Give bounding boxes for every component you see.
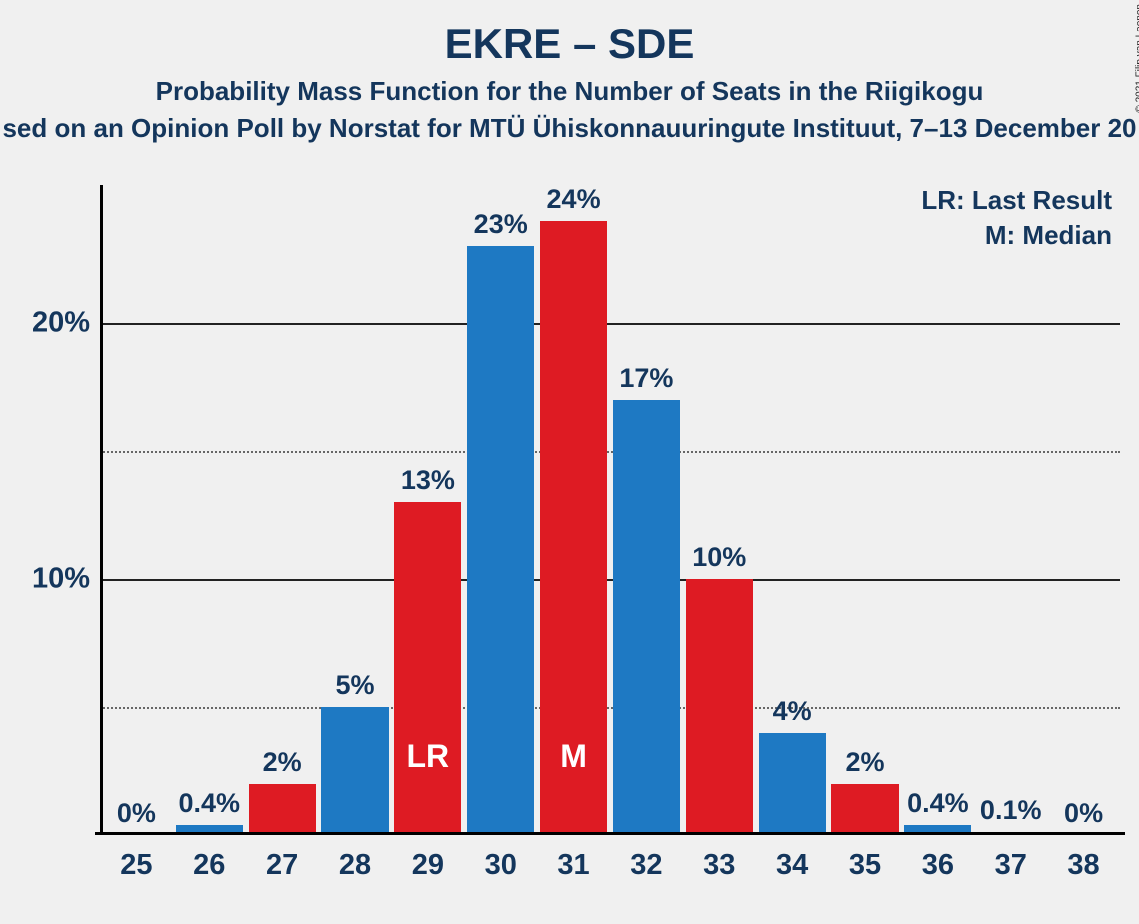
xtick-label: 27 [266, 849, 298, 882]
bar-value-label: 2% [845, 747, 884, 778]
xtick-label: 34 [776, 849, 808, 882]
gridline-major [100, 323, 1120, 325]
gridline-minor [100, 451, 1120, 453]
bar [249, 784, 316, 835]
bar-value-label: 13% [401, 465, 455, 496]
gridline-major [100, 579, 1120, 581]
chart-plot-area: 10%20%0%250.4%262%275%28LR13%2923%30M24%… [100, 195, 1120, 835]
bar-value-label: 0.1% [980, 795, 1042, 826]
bar-value-label: 0% [1064, 798, 1103, 829]
bar [467, 246, 534, 835]
bar-value-label: 2% [263, 747, 302, 778]
bar [831, 784, 898, 835]
xtick-label: 31 [557, 849, 589, 882]
xtick-label: 30 [485, 849, 517, 882]
bar-value-label: 0.4% [179, 788, 241, 819]
gridline-minor [100, 707, 1120, 709]
xtick-label: 33 [703, 849, 735, 882]
bar-value-label: 0% [117, 798, 156, 829]
xtick-label: 29 [412, 849, 444, 882]
bar [759, 733, 826, 835]
xtick-label: 32 [630, 849, 662, 882]
xtick-label: 28 [339, 849, 371, 882]
bar-value-label: 23% [474, 209, 528, 240]
xtick-label: 37 [995, 849, 1027, 882]
bar-value-label: 17% [619, 363, 673, 394]
bar [613, 400, 680, 835]
xtick-label: 38 [1067, 849, 1099, 882]
xtick-label: 25 [120, 849, 152, 882]
bar [686, 579, 753, 835]
bar [321, 707, 388, 835]
ytick-label: 20% [32, 307, 100, 340]
chart-subtitle-2: sed on an Opinion Poll by Norstat for MT… [0, 113, 1139, 144]
bar-inside-label: LR [407, 738, 450, 775]
bar-value-label: 0.4% [907, 788, 969, 819]
x-axis [95, 832, 1125, 835]
chart-title: EKRE – SDE [0, 0, 1139, 68]
bar-value-label: 10% [692, 542, 746, 573]
bar-value-label: 5% [335, 670, 374, 701]
bar-value-label: 4% [773, 696, 812, 727]
copyright-text: © 2021 Filip van Laenen [1135, 4, 1139, 113]
chart-subtitle-1: Probability Mass Function for the Number… [0, 76, 1139, 107]
bar-inside-label: M [560, 738, 587, 775]
xtick-label: 36 [922, 849, 954, 882]
ytick-label: 10% [32, 563, 100, 596]
xtick-label: 26 [193, 849, 225, 882]
bar: LR [394, 502, 461, 835]
bar: M [540, 221, 607, 835]
y-axis [100, 185, 103, 835]
xtick-label: 35 [849, 849, 881, 882]
bar-value-label: 24% [547, 184, 601, 215]
